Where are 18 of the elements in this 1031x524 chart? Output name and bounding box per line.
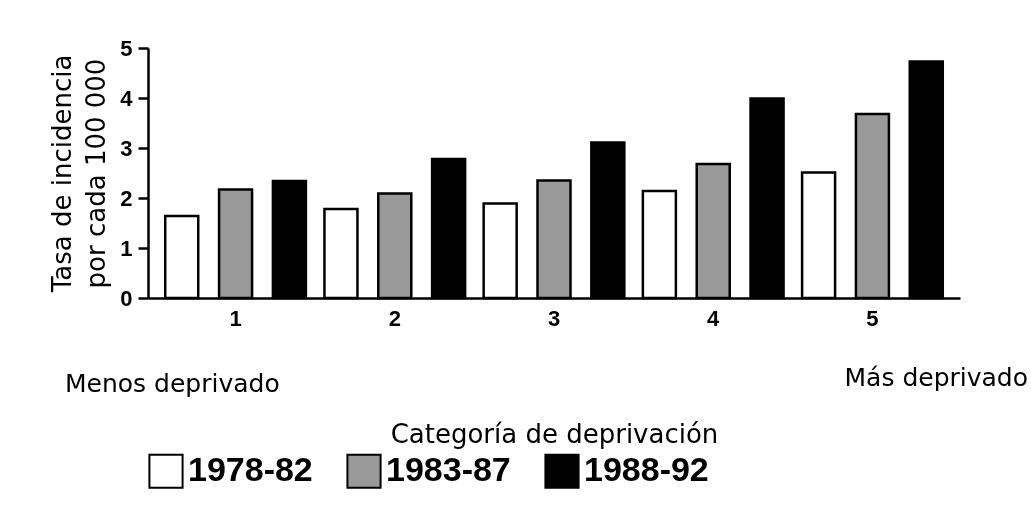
legend-label: 1983-87 <box>386 450 511 489</box>
y-tick-label: 1 <box>120 235 133 261</box>
x-tick-label: 3 <box>547 305 561 331</box>
y-tick-label: 5 <box>120 35 133 61</box>
x-axis-title: Categoría de deprivación <box>390 418 719 449</box>
y-axis-title: Tasa de incidencia por cada 100 000 <box>47 54 112 294</box>
y-tick-label: 4 <box>120 85 134 111</box>
text: Menos deprivado <box>65 369 280 398</box>
x-tick-label: 1 <box>229 305 242 331</box>
legend-label: 1988-92 <box>584 450 709 489</box>
y-tick-label: 2 <box>120 185 133 211</box>
x-tick-label: 2 <box>388 305 401 331</box>
x-tick-label: 4 <box>707 305 721 331</box>
x-tick-label: 5 <box>866 305 879 331</box>
y-tick-label: 0 <box>120 285 133 311</box>
legend-label: 1978-82 <box>188 450 313 489</box>
text: Más deprivado <box>844 363 1028 392</box>
y-tick-label: 3 <box>120 135 133 161</box>
